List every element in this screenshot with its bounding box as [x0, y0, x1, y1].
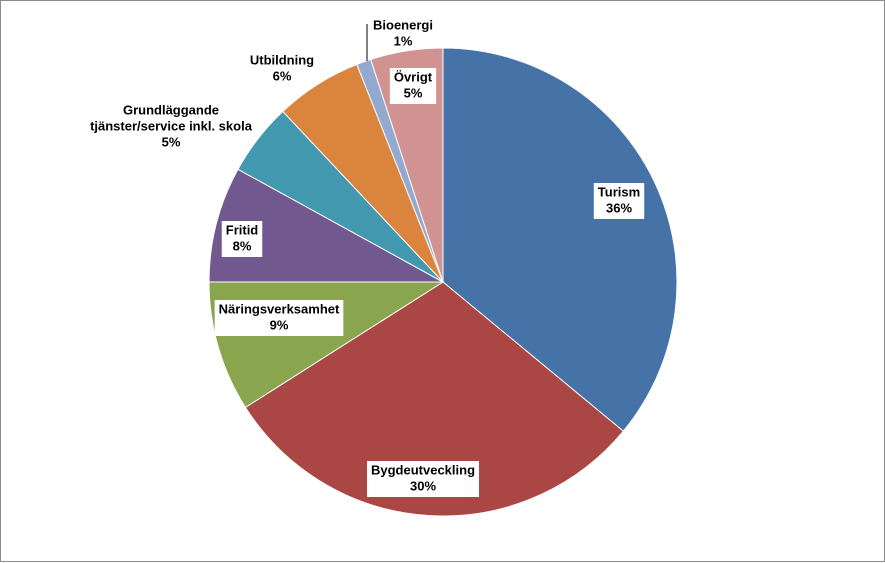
data-label-value: 30%: [410, 478, 436, 493]
data-label-category: Fritid: [226, 222, 259, 237]
data-label-value: 5%: [162, 134, 181, 149]
data-label-value: 9%: [270, 317, 289, 332]
data-label-value: 6%: [273, 68, 292, 83]
data-label-value: 5%: [404, 85, 423, 100]
data-label-category: Bygdeutveckling: [371, 462, 475, 477]
data-label-category: Utbildning: [250, 52, 314, 67]
data-label-box: [389, 68, 437, 104]
pie-slice-bygdeutveckling: [244, 281, 625, 517]
pie-slice-turism: [442, 47, 678, 432]
data-label-box: [214, 300, 344, 336]
data-label-category: tjänster/service inkl. skola: [90, 118, 253, 133]
data-label-category: Bioenergi: [373, 17, 433, 32]
data-label-category: Näringsverksamhet: [219, 301, 340, 316]
data-label-box: [593, 183, 645, 219]
data-label-category: Turism: [598, 184, 640, 199]
data-label-box: [221, 221, 263, 257]
data-label-category: Övrigt: [394, 69, 433, 84]
data-label-value: 36%: [606, 200, 632, 215]
pie-slice-ovrigt: [370, 47, 444, 283]
pie-slice-fritid: [208, 168, 444, 283]
data-label-category: Grundläggande: [123, 102, 219, 117]
data-label-value: 1%: [394, 33, 413, 48]
data-label-value: 8%: [233, 238, 252, 253]
data-label-box: [366, 461, 480, 497]
